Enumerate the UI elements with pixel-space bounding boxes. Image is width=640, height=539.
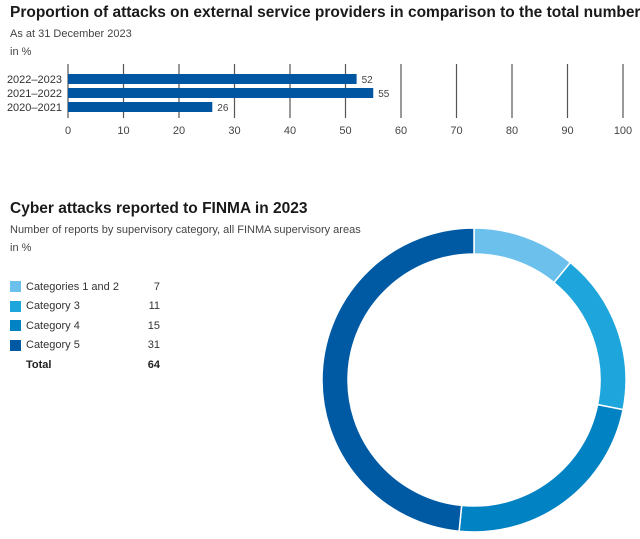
x-tick-label: 90 — [561, 125, 573, 137]
donut-chart-unit: in % — [10, 242, 32, 254]
donut-legend: Categories 1 and 2 7 Category 3 11 Categor… — [10, 277, 160, 375]
donut-slice — [458, 403, 624, 533]
donut-slice — [552, 261, 627, 411]
donut-chart-subtitle: Number of reports by supervisory categor… — [10, 224, 361, 236]
legend-value: 31 — [147, 339, 160, 352]
donut-slice — [321, 227, 475, 533]
x-tick-label: 0 — [65, 125, 71, 137]
x-tick-label: 50 — [339, 125, 351, 137]
bar-chart: 0 10 20 30 40 50 60 70 80 90 100 2022–2023 52 2021–20… — [7, 64, 632, 137]
legend-item: Category 4 15 — [10, 316, 160, 336]
legend-swatch — [10, 281, 21, 293]
legend-value: 7 — [153, 280, 160, 293]
bar-chart-title: Proportion of attacks on external servic… — [10, 4, 640, 21]
total-label: Total — [26, 358, 52, 371]
data-label: 26 — [217, 103, 229, 114]
donut-chart-title: Cyber attacks reported to FINMA in 2023 — [10, 200, 308, 217]
legend-total: Total 64 — [10, 355, 160, 375]
category-label: 2021–2022 — [7, 88, 62, 100]
bar-chart-subtitle: As at 31 December 2023 — [10, 28, 132, 40]
bar — [68, 102, 213, 112]
bar — [68, 88, 374, 98]
legend-value: 11 — [148, 300, 160, 313]
x-tick-label: 40 — [284, 125, 296, 137]
legend-item: Category 5 31 — [10, 336, 160, 356]
bar-chart-unit: in % — [10, 46, 32, 58]
legend-label: Category 4 — [26, 319, 80, 332]
x-tick-label: 30 — [228, 125, 240, 137]
category-label: 2020–2021 — [7, 102, 62, 114]
x-tick-label: 60 — [395, 125, 407, 137]
legend-value: 15 — [147, 319, 160, 332]
x-tick-label: 10 — [117, 125, 129, 137]
legend-label: Category 3 — [26, 300, 80, 313]
data-label: 52 — [362, 75, 374, 86]
total-value: 64 — [147, 358, 160, 371]
bar — [68, 74, 357, 84]
legend-item: Categories 1 and 2 7 — [10, 277, 160, 297]
category-label: 2022–2023 — [7, 74, 62, 86]
x-tick-label: 70 — [450, 125, 462, 137]
legend-item: Category 3 11 — [10, 297, 160, 317]
x-tick-label: 100 — [614, 125, 632, 137]
x-tick-label: 20 — [173, 125, 185, 137]
data-label: 55 — [378, 89, 390, 100]
legend-label: Categories 1 and 2 — [26, 280, 119, 293]
legend-swatch — [10, 320, 21, 332]
legend-swatch — [10, 300, 21, 312]
x-tick-label: 80 — [506, 125, 518, 137]
legend-swatch — [10, 339, 21, 351]
legend-label: Category 5 — [26, 339, 80, 352]
donut-slice — [473, 227, 572, 284]
